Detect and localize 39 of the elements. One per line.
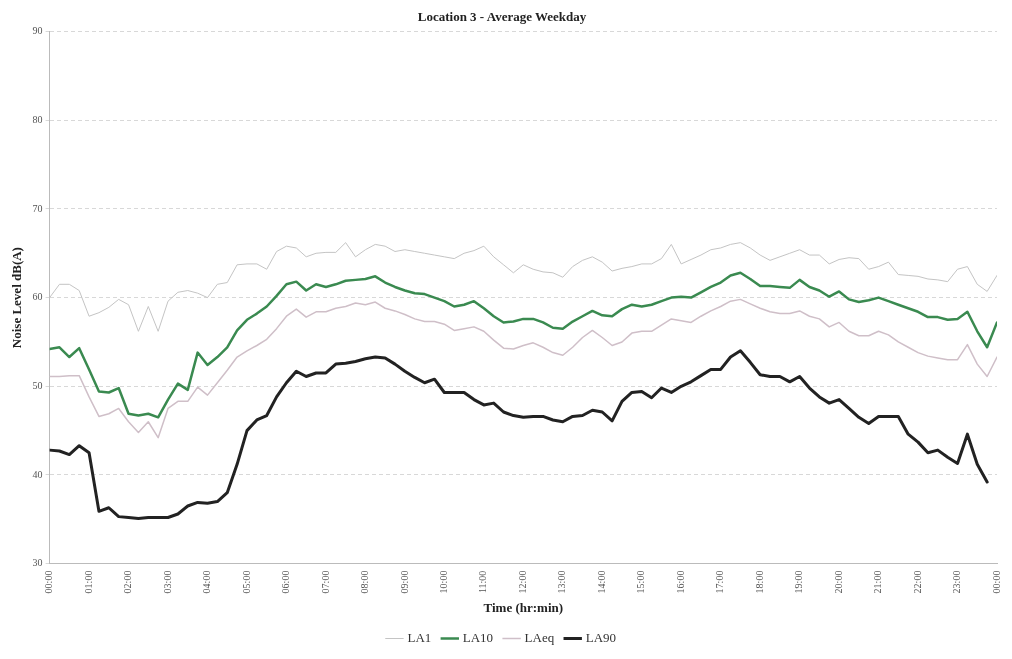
x-tick-label: 16:00 xyxy=(674,570,686,594)
legend-label: LA10 xyxy=(462,629,494,645)
x-tick-label: 06:00 xyxy=(280,570,292,594)
x-tick-label: 05:00 xyxy=(240,570,252,594)
y-tick-label: 80 xyxy=(32,113,43,125)
x-tick-label: 13:00 xyxy=(556,570,568,594)
x-tick-label: 22:00 xyxy=(911,570,923,594)
x-axis-title: Time (hr:min) xyxy=(483,599,564,615)
y-tick-label: 30 xyxy=(32,557,43,569)
y-tick-label: 50 xyxy=(32,379,43,391)
x-tick-label: 18:00 xyxy=(753,570,765,594)
y-tick-label: 60 xyxy=(32,291,43,303)
x-tick-label: 23:00 xyxy=(951,570,963,594)
x-tick-label: 12:00 xyxy=(516,570,528,594)
x-tick-label: 02:00 xyxy=(122,570,134,594)
chart-title: Location 3 - Average Weekday xyxy=(417,9,587,25)
x-tick-label: 11:00 xyxy=(477,570,489,594)
x-tick-label: 15:00 xyxy=(635,570,647,594)
x-tick-label: 09:00 xyxy=(398,570,410,594)
x-tick-label: 07:00 xyxy=(319,570,331,594)
x-tick-label: 10:00 xyxy=(437,570,449,594)
x-tick-label: 03:00 xyxy=(161,570,173,594)
legend-label: LA1 xyxy=(407,629,432,645)
y-tick-label: 70 xyxy=(32,202,43,214)
x-tick-label: 19:00 xyxy=(793,570,805,594)
x-tick-label: 17:00 xyxy=(714,570,726,594)
x-tick-label: 08:00 xyxy=(359,570,371,594)
x-tick-label: 14:00 xyxy=(595,570,607,594)
x-tick-label: 04:00 xyxy=(201,570,213,594)
x-tick-label: 21:00 xyxy=(872,570,884,594)
x-tick-label: 00:00 xyxy=(43,570,55,594)
legend-label: LA90 xyxy=(585,629,617,645)
y-axis-title: Noise Level dB(A) xyxy=(9,247,25,349)
y-tick-label: 40 xyxy=(32,468,43,480)
x-tick-label: 20:00 xyxy=(832,570,844,594)
legend-label: LAeq xyxy=(524,629,555,645)
y-tick-label: 90 xyxy=(32,25,43,37)
x-tick-label: 00:00 xyxy=(990,570,1002,594)
x-tick-label: 01:00 xyxy=(82,570,94,594)
